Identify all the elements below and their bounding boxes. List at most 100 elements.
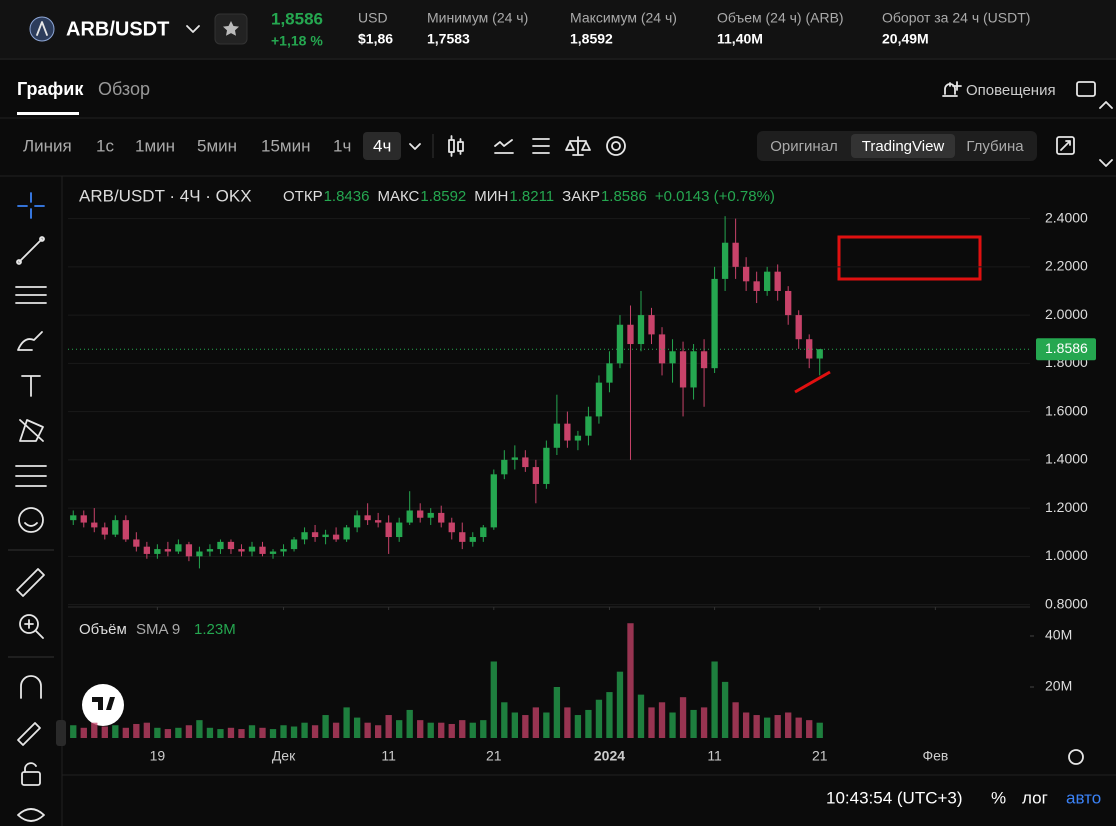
candle-body — [522, 457, 529, 468]
candle-body — [595, 382, 603, 417]
volume-bar — [785, 712, 792, 738]
candle-body — [80, 515, 87, 523]
interval-button[interactable]: 4ч — [373, 136, 391, 155]
candle-body — [238, 549, 245, 552]
interval-button[interactable]: 1с — [96, 136, 114, 155]
scroll-arrows[interactable] — [1099, 101, 1113, 167]
alerts-button[interactable]: Оповещения — [966, 82, 1056, 99]
axis-settings-icon[interactable] — [1068, 749, 1084, 765]
volume-bar — [795, 717, 802, 738]
layout-icon[interactable] — [1076, 81, 1096, 97]
candle-body — [700, 351, 708, 369]
x-tick-label: Фев — [922, 748, 948, 764]
candle-body — [122, 520, 129, 540]
view-button[interactable]: Глубина — [966, 138, 1024, 155]
interval-button[interactable]: 5мин — [197, 136, 237, 155]
legend-value: 1.8436 — [324, 188, 370, 205]
volume-bar — [448, 723, 455, 738]
volume-bar — [700, 707, 708, 738]
drawing-tools[interactable] — [15, 192, 47, 822]
stat-label: Минимум (24 ч) — [427, 10, 528, 26]
template-icon[interactable] — [532, 138, 550, 154]
volume-bar — [196, 720, 203, 738]
alert-icon[interactable] — [942, 81, 962, 97]
candle-body — [154, 549, 161, 554]
volume-bar — [406, 709, 413, 738]
candle-body — [427, 512, 434, 518]
candle-body — [627, 324, 634, 345]
percent-button[interactable]: % — [991, 788, 1006, 807]
candle-body — [175, 544, 182, 552]
tab[interactable]: Обзор — [98, 79, 150, 99]
x-tick-label: 11 — [381, 748, 396, 764]
legend-value: 1.8592 — [420, 188, 466, 205]
log-button[interactable]: лог — [1022, 788, 1048, 807]
dropdown-icon[interactable] — [186, 25, 200, 33]
candle-body — [711, 278, 718, 369]
volume-bar — [91, 722, 98, 738]
candle-body — [259, 546, 266, 554]
candle-body — [217, 541, 224, 550]
price-tag — [1036, 338, 1096, 361]
y-tick-label: 1.4000 — [1045, 451, 1088, 467]
fullscreen-icon[interactable] — [1056, 136, 1075, 155]
legend-label: ОТКР — [283, 188, 323, 205]
candle-body — [133, 539, 140, 547]
tv-logo-mark — [92, 697, 115, 710]
volume-bar — [332, 722, 340, 738]
dropdown-icon[interactable] — [409, 143, 421, 150]
view-button[interactable]: TradingView — [862, 138, 945, 155]
candle-body — [469, 537, 476, 542]
volume-bar — [469, 722, 476, 738]
volume-tick-label: 20M — [1045, 678, 1072, 694]
volume-bar — [490, 661, 497, 738]
volume-bar — [553, 686, 561, 738]
y-tick-label: 1.2000 — [1045, 499, 1088, 515]
stat-value: $1,86 — [358, 31, 393, 47]
volume-bar — [164, 729, 172, 738]
candle-body — [70, 515, 77, 521]
collapse-button[interactable] — [56, 720, 66, 746]
auto-button[interactable]: авто — [1066, 788, 1101, 807]
candle-body — [490, 474, 497, 528]
compare-icon[interactable] — [565, 136, 591, 156]
stat-label: Объем (24 ч) (ARB) — [717, 10, 844, 26]
candle-body — [806, 339, 813, 359]
candle-body — [679, 351, 687, 388]
volume-bar — [133, 723, 140, 738]
candle-type-icon[interactable] — [448, 135, 464, 157]
candle-body — [164, 549, 172, 552]
interval-button[interactable]: Линия — [23, 136, 72, 155]
stat-value: 11,40M — [717, 31, 763, 47]
candle-body — [196, 551, 203, 557]
candle-body — [185, 544, 193, 557]
active-tab-underline — [17, 112, 79, 115]
volume-bar — [616, 671, 624, 738]
volume-bar — [280, 725, 287, 738]
y-tick-label: 0.8000 — [1045, 595, 1088, 611]
candle-body — [448, 522, 455, 533]
volume-bar — [112, 725, 119, 738]
chart-title: ARB/USDT · 4Ч · OKX — [79, 186, 252, 205]
indicators-icon[interactable] — [494, 139, 514, 154]
volume-bar — [343, 707, 350, 738]
candle-body — [511, 457, 518, 460]
view-button[interactable]: Оригинал — [770, 138, 838, 155]
volume-bar — [637, 694, 645, 738]
interval-button[interactable]: 1ч — [333, 136, 351, 155]
y-tick-label: 1.6000 — [1045, 402, 1088, 418]
candle-body — [585, 416, 592, 436]
interval-button[interactable]: 1мин — [135, 136, 175, 155]
interval-button[interactable]: 15мин — [261, 136, 310, 155]
volume-bar — [322, 715, 329, 738]
volume-bar — [501, 702, 508, 738]
candle-body — [322, 534, 329, 538]
legend-label: МАКС — [377, 188, 419, 205]
settings-icon[interactable] — [606, 136, 626, 156]
candle-body — [606, 363, 613, 383]
candle-body — [112, 520, 119, 535]
last-price: 1,8586 — [271, 9, 323, 28]
tab[interactable]: График — [17, 79, 84, 99]
